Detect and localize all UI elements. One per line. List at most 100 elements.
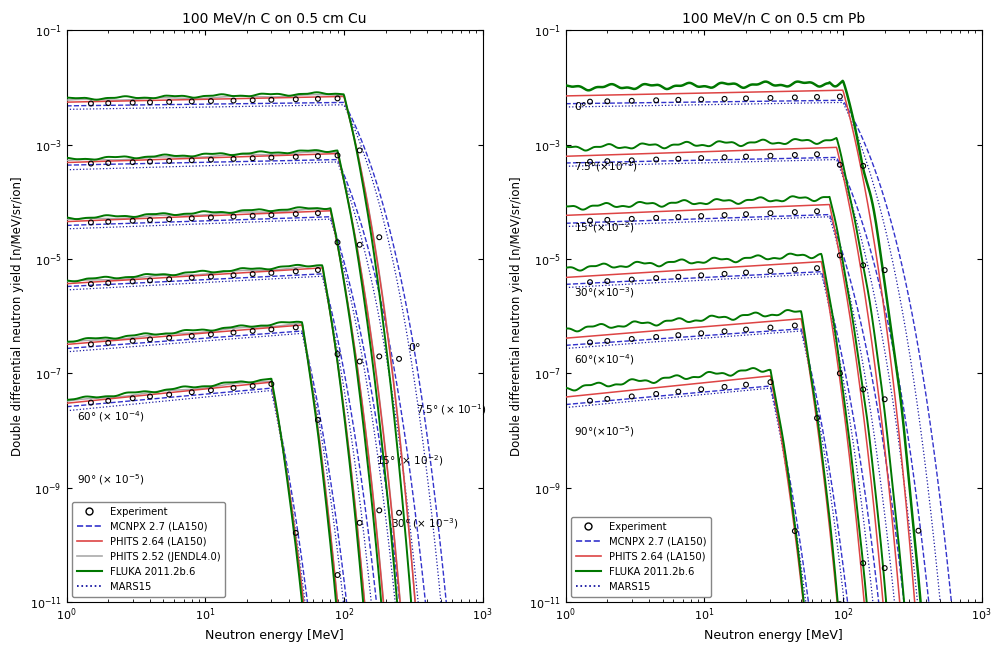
- Point: [669, 212, 685, 222]
- Text: 60°(×10$^{-4}$): 60°(×10$^{-4}$): [573, 352, 634, 367]
- Point: [599, 156, 615, 167]
- Point: [737, 267, 754, 278]
- Point: [142, 334, 158, 345]
- Point: [737, 93, 754, 104]
- Point: [647, 273, 663, 283]
- X-axis label: Neutron energy [MeV]: Neutron energy [MeV]: [205, 629, 344, 642]
- Point: [161, 156, 177, 167]
- Point: [142, 391, 158, 402]
- Point: [669, 330, 685, 340]
- Point: [876, 265, 892, 276]
- Point: [142, 275, 158, 285]
- Point: [786, 92, 802, 103]
- Point: [202, 96, 218, 106]
- Point: [202, 272, 218, 282]
- Point: [692, 153, 708, 163]
- Text: 90° (× 10$^{-5}$): 90° (× 10$^{-5}$): [77, 471, 144, 486]
- Point: [352, 357, 368, 367]
- Point: [183, 155, 199, 165]
- Title: 100 MeV/n C on 0.5 cm Cu: 100 MeV/n C on 0.5 cm Cu: [182, 11, 367, 25]
- Point: [83, 217, 99, 228]
- Point: [692, 328, 708, 338]
- Point: [161, 214, 177, 225]
- Point: [202, 329, 218, 340]
- Point: [581, 396, 597, 406]
- Text: 0°: 0°: [408, 343, 420, 353]
- Point: [809, 149, 825, 159]
- Point: [330, 150, 346, 161]
- Point: [100, 158, 116, 168]
- Point: [264, 379, 280, 389]
- Point: [183, 387, 199, 398]
- Point: [183, 213, 199, 223]
- Point: [692, 94, 708, 104]
- Point: [225, 327, 241, 338]
- Text: 30° (× 10$^{-3}$): 30° (× 10$^{-3}$): [391, 517, 458, 531]
- Point: [330, 570, 346, 581]
- Point: [225, 383, 241, 393]
- Point: [855, 384, 871, 394]
- Point: [581, 97, 597, 107]
- Point: [762, 93, 778, 103]
- Point: [310, 93, 326, 104]
- Point: [647, 154, 663, 165]
- Point: [647, 332, 663, 342]
- Point: [264, 210, 280, 220]
- Point: [855, 161, 871, 171]
- Point: [83, 158, 99, 168]
- Y-axis label: Double differential neutron yield [n/MeV/sr/ion]: Double differential neutron yield [n/MeV…: [11, 176, 24, 456]
- Point: [715, 93, 731, 104]
- Point: [692, 384, 708, 394]
- Point: [264, 95, 280, 105]
- Point: [599, 336, 615, 346]
- Point: [581, 337, 597, 347]
- Point: [715, 381, 731, 392]
- Point: [202, 212, 218, 223]
- Point: [330, 237, 346, 247]
- Point: [225, 153, 241, 164]
- Point: [391, 507, 407, 518]
- Point: [599, 96, 615, 106]
- Text: 0°: 0°: [573, 103, 586, 112]
- Point: [100, 217, 116, 227]
- Point: [310, 151, 326, 161]
- Point: [669, 153, 685, 164]
- Y-axis label: Double differential neutron yield [n/MeV/sr/ion]: Double differential neutron yield [n/MeV…: [510, 176, 523, 456]
- Point: [100, 396, 116, 406]
- Point: [623, 155, 639, 166]
- Text: 7.5° (× 10$^{-1}$): 7.5° (× 10$^{-1}$): [416, 402, 486, 417]
- Point: [100, 338, 116, 348]
- Point: [599, 394, 615, 404]
- Point: [623, 334, 639, 344]
- Point: [244, 153, 261, 163]
- Point: [737, 325, 754, 335]
- Point: [244, 95, 261, 105]
- Point: [809, 206, 825, 216]
- Point: [161, 274, 177, 285]
- Point: [124, 393, 140, 404]
- Point: [786, 526, 802, 536]
- Point: [762, 323, 778, 333]
- Point: [202, 385, 218, 396]
- Point: [264, 152, 280, 163]
- Point: [669, 272, 685, 282]
- Point: [244, 326, 261, 336]
- Point: [715, 210, 731, 220]
- Point: [142, 215, 158, 225]
- Point: [288, 322, 304, 332]
- Point: [288, 266, 304, 277]
- Point: [669, 387, 685, 397]
- Point: [831, 250, 847, 261]
- Point: [647, 95, 663, 106]
- Point: [310, 208, 326, 218]
- Point: [391, 354, 407, 364]
- X-axis label: Neutron energy [MeV]: Neutron energy [MeV]: [703, 629, 842, 642]
- Point: [762, 377, 778, 387]
- Point: [419, 614, 435, 625]
- Point: [225, 270, 241, 280]
- Point: [83, 98, 99, 108]
- Point: [855, 558, 871, 568]
- Title: 100 MeV/n C on 0.5 cm Pb: 100 MeV/n C on 0.5 cm Pb: [681, 11, 865, 25]
- Point: [692, 270, 708, 281]
- Point: [83, 398, 99, 408]
